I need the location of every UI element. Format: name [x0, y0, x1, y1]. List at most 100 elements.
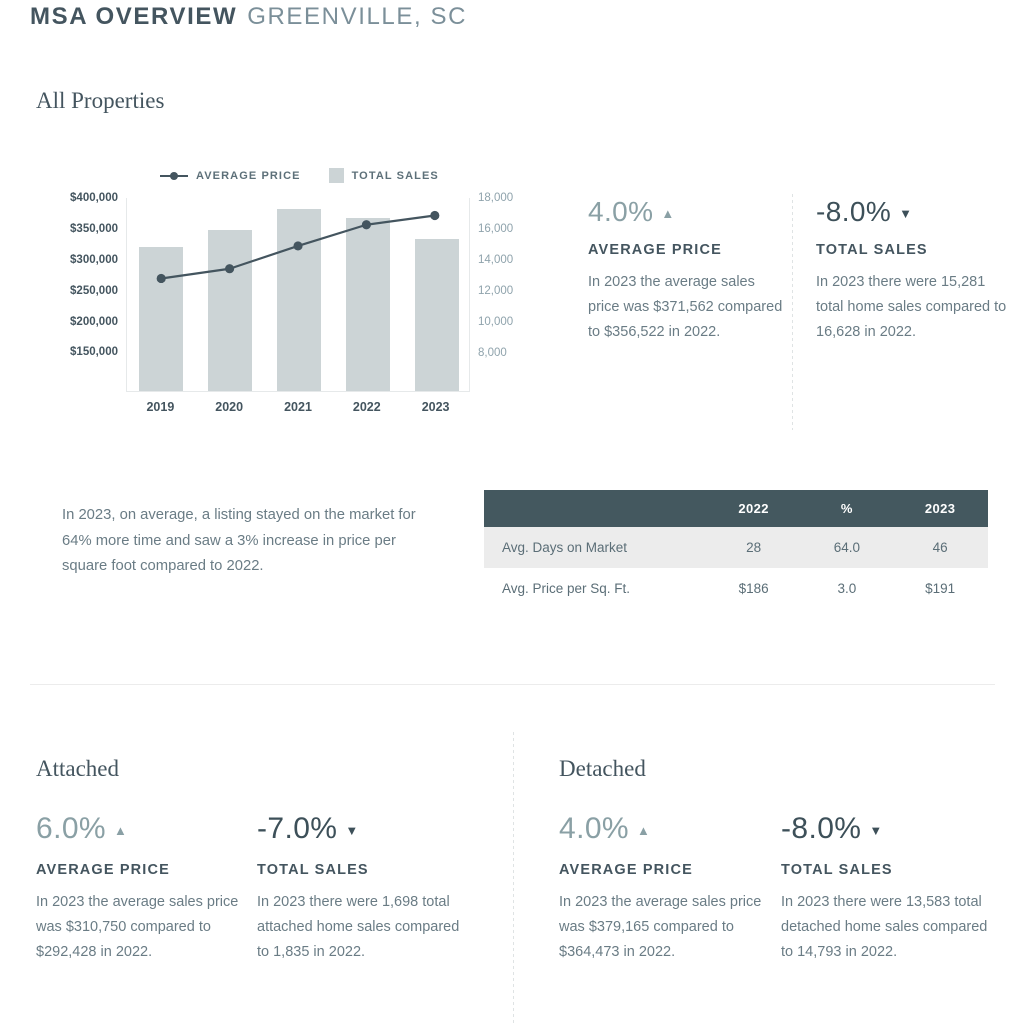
chart-data-point	[361, 220, 371, 230]
table-header-2023: 2023	[892, 490, 988, 527]
line-marker-icon	[160, 171, 188, 181]
kpi-attached-average-price: 6.0% ▲ AVERAGE PRICE In 2023 the average…	[36, 812, 241, 965]
chart-data-point	[225, 264, 235, 274]
y-axis-right-tick: 14,000	[478, 254, 514, 267]
trend-down-icon: ▼	[899, 206, 913, 221]
chart-bar	[208, 229, 253, 391]
trend-down-icon: ▼	[345, 823, 359, 838]
kpi-description: In 2023 the average sales price was $371…	[588, 274, 783, 340]
legend-label-total-sales: TOTAL SALES	[351, 169, 439, 182]
y-axis-left-tick: $300,000	[70, 253, 118, 266]
chart-bar	[276, 209, 321, 391]
kpi-label: TOTAL SALES	[816, 242, 928, 258]
market-summary-text: In 2023, on average, a listing stayed on…	[62, 507, 416, 574]
table-cell-metric: Avg. Days on Market	[484, 527, 706, 568]
x-axis-tick-label: 2021	[284, 400, 312, 414]
kpi-description: In 2023 the average sales price was $379…	[559, 894, 762, 960]
table-header-metric	[484, 490, 706, 527]
table-cell-metric: Avg. Price per Sq. Ft.	[484, 568, 706, 609]
legend-item-total-sales: TOTAL SALES	[328, 168, 439, 183]
y-axis-right-tick: 10,000	[478, 316, 514, 329]
kpi-all-total-sales: -8.0% ▼ TOTAL SALES In 2023 there were 1…	[816, 196, 1016, 345]
kpi-value: 4.0%	[559, 812, 629, 845]
trend-down-icon: ▼	[869, 823, 883, 838]
kpi-vertical-divider	[792, 194, 793, 430]
legend-item-average-price: AVERAGE PRICE	[160, 170, 301, 182]
trend-up-icon: ▲	[636, 823, 651, 838]
price-sales-chart: AVERAGE PRICE TOTAL SALES $400,000 $350,0…	[30, 160, 570, 430]
table-cell-2022: 28	[705, 527, 802, 568]
kpi-value: -8.0%	[781, 812, 862, 845]
kpi-value-row: -8.0% ▼	[816, 196, 1016, 228]
table-row: Avg. Price per Sq. Ft. $186 3.0 $191	[484, 568, 988, 609]
x-axis-tick-label: 2019	[146, 400, 175, 414]
kpi-description: In 2023 there were 15,281 total home sal…	[816, 274, 1007, 340]
kpi-description: In 2023 there were 13,583 total detached…	[781, 894, 988, 960]
kpi-detached-total-sales: -8.0% ▼ TOTAL SALES In 2023 there were 1…	[781, 812, 991, 965]
property-type-divider	[513, 732, 514, 1024]
attached-heading: Attached	[36, 756, 120, 781]
kpi-all-average-price: 4.0% ▲ AVERAGE PRICE In 2023 the average…	[588, 196, 788, 345]
y-axis-right-tick: 16,000	[478, 223, 514, 236]
table-cell-2022: $186	[705, 568, 802, 609]
kpi-detached-average-price: 4.0% ▲ AVERAGE PRICE In 2023 the average…	[559, 812, 764, 965]
chart-data-point	[293, 241, 303, 251]
kpi-label: AVERAGE PRICE	[588, 242, 722, 258]
chart-data-point	[430, 210, 440, 221]
table-header-percent: %	[801, 490, 893, 527]
kpi-description: In 2023 the average sales price was $310…	[36, 894, 239, 960]
kpi-label: TOTAL SALES	[781, 862, 893, 878]
y-axis-left-tick: $350,000	[70, 222, 118, 235]
kpi-value-row: -7.0% ▼	[257, 812, 462, 846]
x-axis-tick-label: 2022	[352, 400, 381, 414]
kpi-value-row: 4.0% ▲	[588, 196, 788, 228]
kpi-attached-total-sales: -7.0% ▼ TOTAL SALES In 2023 there were 1…	[257, 812, 462, 965]
legend-label-average-price: AVERAGE PRICE	[196, 169, 301, 182]
chart-bar	[345, 218, 390, 391]
y-axis-right-tick: 12,000	[478, 285, 514, 298]
table-header-row: 2022 % 2023	[484, 490, 988, 527]
table-cell-percent: 3.0	[801, 568, 893, 609]
detached-heading: Detached	[559, 756, 646, 781]
all-properties-heading: All Properties	[36, 88, 165, 113]
y-axis-left: $400,000 $350,000 $300,000 $250,000 $200,000…	[30, 192, 118, 398]
chart-legend: AVERAGE PRICE TOTAL SALES	[160, 168, 439, 183]
kpi-value-row: 4.0% ▲	[559, 812, 764, 846]
kpi-label: AVERAGE PRICE	[36, 862, 170, 878]
section-divider	[30, 684, 995, 685]
kpi-value: 6.0%	[36, 812, 106, 845]
kpi-value: 4.0%	[588, 196, 654, 227]
x-axis-labels: 2019 2020 2021 2022 2023	[126, 400, 470, 424]
chart-canvas	[126, 198, 470, 392]
kpi-value: -7.0%	[257, 812, 338, 845]
table-row: Avg. Days on Market 28 64.0 46	[484, 527, 988, 568]
y-axis-right: 18,000 16,000 14,000 12,000 10,000 8,000	[478, 192, 548, 398]
trend-up-icon: ▲	[661, 206, 675, 221]
page-header: MSA OVERVIEW GREENVILLE, SC	[30, 3, 467, 31]
bar-series	[127, 198, 469, 391]
page-title: MSA OVERVIEW	[30, 3, 238, 30]
x-axis-tick-label: 2023	[421, 400, 450, 414]
kpi-description: In 2023 there were 1,698 total attached …	[257, 894, 460, 960]
y-axis-left-tick: $400,000	[70, 192, 118, 204]
market-metrics-table: 2022 % 2023 Avg. Days on Market 28 64.0 …	[484, 490, 988, 609]
page-subtitle: GREENVILLE, SC	[247, 3, 468, 30]
y-axis-left-tick: $200,000	[70, 315, 118, 328]
kpi-value-row: 6.0% ▲	[36, 812, 241, 846]
bar-swatch-icon	[328, 168, 344, 183]
table-cell-percent: 64.0	[801, 527, 893, 568]
line-series	[156, 210, 440, 284]
kpi-label: TOTAL SALES	[257, 862, 369, 878]
y-axis-right-tick: 8,000	[478, 347, 507, 360]
chart-data-point	[156, 273, 166, 284]
table-cell-2023: $191	[892, 568, 988, 609]
chart-plot-area: $400,000 $350,000 $300,000 $250,000 $200,000…	[30, 192, 570, 414]
y-axis-left-tick: $250,000	[70, 284, 118, 297]
chart-bar	[139, 247, 184, 391]
kpi-value-row: -8.0% ▼	[781, 812, 991, 846]
y-axis-left-tick: $150,000	[70, 346, 118, 359]
y-axis-right-tick: 18,000	[478, 192, 514, 204]
table-header-2022: 2022	[705, 490, 802, 527]
table-cell-2023: 46	[892, 527, 988, 568]
